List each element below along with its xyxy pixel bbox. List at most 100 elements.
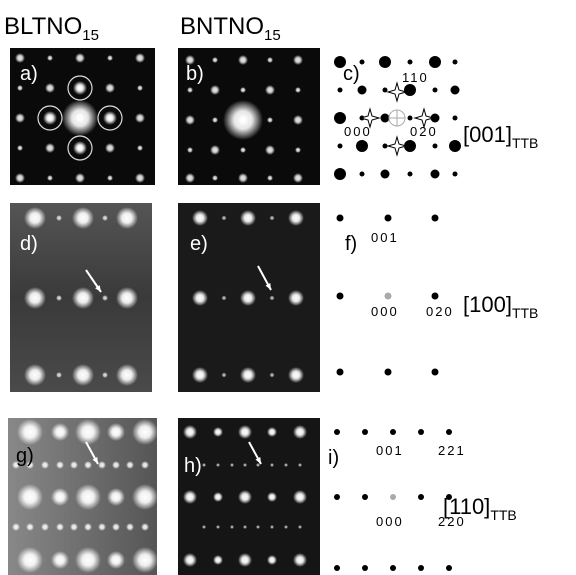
spot xyxy=(295,147,301,153)
spot xyxy=(56,372,62,378)
spot xyxy=(183,490,197,504)
spot xyxy=(103,111,117,125)
spot xyxy=(183,425,197,439)
spot xyxy=(230,525,234,529)
spot xyxy=(98,523,106,531)
spot xyxy=(212,117,218,123)
spot xyxy=(12,523,20,531)
spot xyxy=(240,367,256,383)
spot xyxy=(17,85,23,91)
spot xyxy=(293,425,307,439)
spot xyxy=(293,55,303,65)
spot xyxy=(107,551,125,569)
spot xyxy=(141,523,149,531)
panel-label: h) xyxy=(184,455,202,477)
spot xyxy=(284,525,288,529)
spot xyxy=(288,290,304,306)
spot xyxy=(238,425,252,439)
spot xyxy=(132,484,158,510)
index-label: 001 xyxy=(371,230,399,245)
spot xyxy=(72,287,94,309)
header-sub: 15 xyxy=(82,27,99,44)
spot xyxy=(98,461,106,469)
spot xyxy=(270,525,274,529)
spot xyxy=(126,523,134,531)
spot xyxy=(107,55,113,61)
spot xyxy=(334,168,346,180)
spot xyxy=(446,429,452,435)
spot xyxy=(256,525,260,529)
spot xyxy=(240,147,246,153)
panel-label: g) xyxy=(16,445,34,467)
panel-label: c) xyxy=(343,63,360,85)
spot xyxy=(73,81,87,95)
spot xyxy=(105,143,115,153)
spot xyxy=(238,490,252,504)
spot xyxy=(267,492,277,502)
zone-text: [100] xyxy=(463,292,512,317)
spot xyxy=(222,373,227,378)
header-name: BNTNO xyxy=(180,13,264,40)
spot xyxy=(112,523,120,531)
spot xyxy=(41,461,49,469)
spot xyxy=(17,484,43,510)
spot xyxy=(356,140,368,152)
spot xyxy=(418,429,424,435)
zone-text: [110] xyxy=(443,494,490,519)
spot xyxy=(56,523,64,531)
spot xyxy=(243,463,247,467)
spot xyxy=(381,170,390,179)
spot xyxy=(135,173,145,183)
spot xyxy=(293,553,307,567)
index-label: 001 xyxy=(376,443,404,458)
spot xyxy=(223,100,263,140)
spot xyxy=(51,488,69,506)
spot xyxy=(362,429,368,435)
spot xyxy=(418,565,424,571)
panel-label: f) xyxy=(345,233,357,255)
spot xyxy=(116,207,138,229)
spot xyxy=(360,60,365,65)
spot xyxy=(75,547,101,573)
spot xyxy=(334,494,340,500)
panel-label: i) xyxy=(328,447,339,469)
zone-axis: [100]TTB xyxy=(463,292,538,321)
figure: BLTNO15 BNTNO15 a) b) c) d) e) f) g) h) … xyxy=(0,0,576,575)
spot xyxy=(270,296,275,301)
spot xyxy=(45,143,55,153)
spot xyxy=(45,83,55,93)
spot xyxy=(15,113,25,123)
spot xyxy=(408,116,413,121)
spot xyxy=(288,210,304,226)
spot xyxy=(62,100,98,136)
spot xyxy=(265,145,275,155)
spot xyxy=(187,147,193,153)
spot xyxy=(107,423,125,441)
spot xyxy=(429,56,441,68)
spot xyxy=(358,86,367,95)
spot xyxy=(107,488,125,506)
spot xyxy=(362,494,368,500)
spot xyxy=(202,463,206,467)
spot xyxy=(72,364,94,386)
header-sub: 15 xyxy=(264,27,281,44)
index-label: 020 xyxy=(426,304,454,319)
index-label: 000 xyxy=(344,124,372,139)
spot xyxy=(385,369,392,376)
spot xyxy=(192,367,208,383)
spot xyxy=(334,112,346,124)
spot xyxy=(213,427,223,437)
spot xyxy=(187,87,193,93)
spot xyxy=(381,114,390,123)
spot xyxy=(404,84,416,96)
spot xyxy=(270,373,275,378)
spot xyxy=(408,172,413,177)
spot xyxy=(216,463,220,467)
column-header: BNTNO15 xyxy=(180,13,281,44)
spot xyxy=(453,172,458,177)
spot xyxy=(293,173,303,183)
panel-label: e) xyxy=(190,233,208,255)
spot xyxy=(433,144,438,149)
spot xyxy=(137,145,143,151)
spot xyxy=(390,494,396,500)
